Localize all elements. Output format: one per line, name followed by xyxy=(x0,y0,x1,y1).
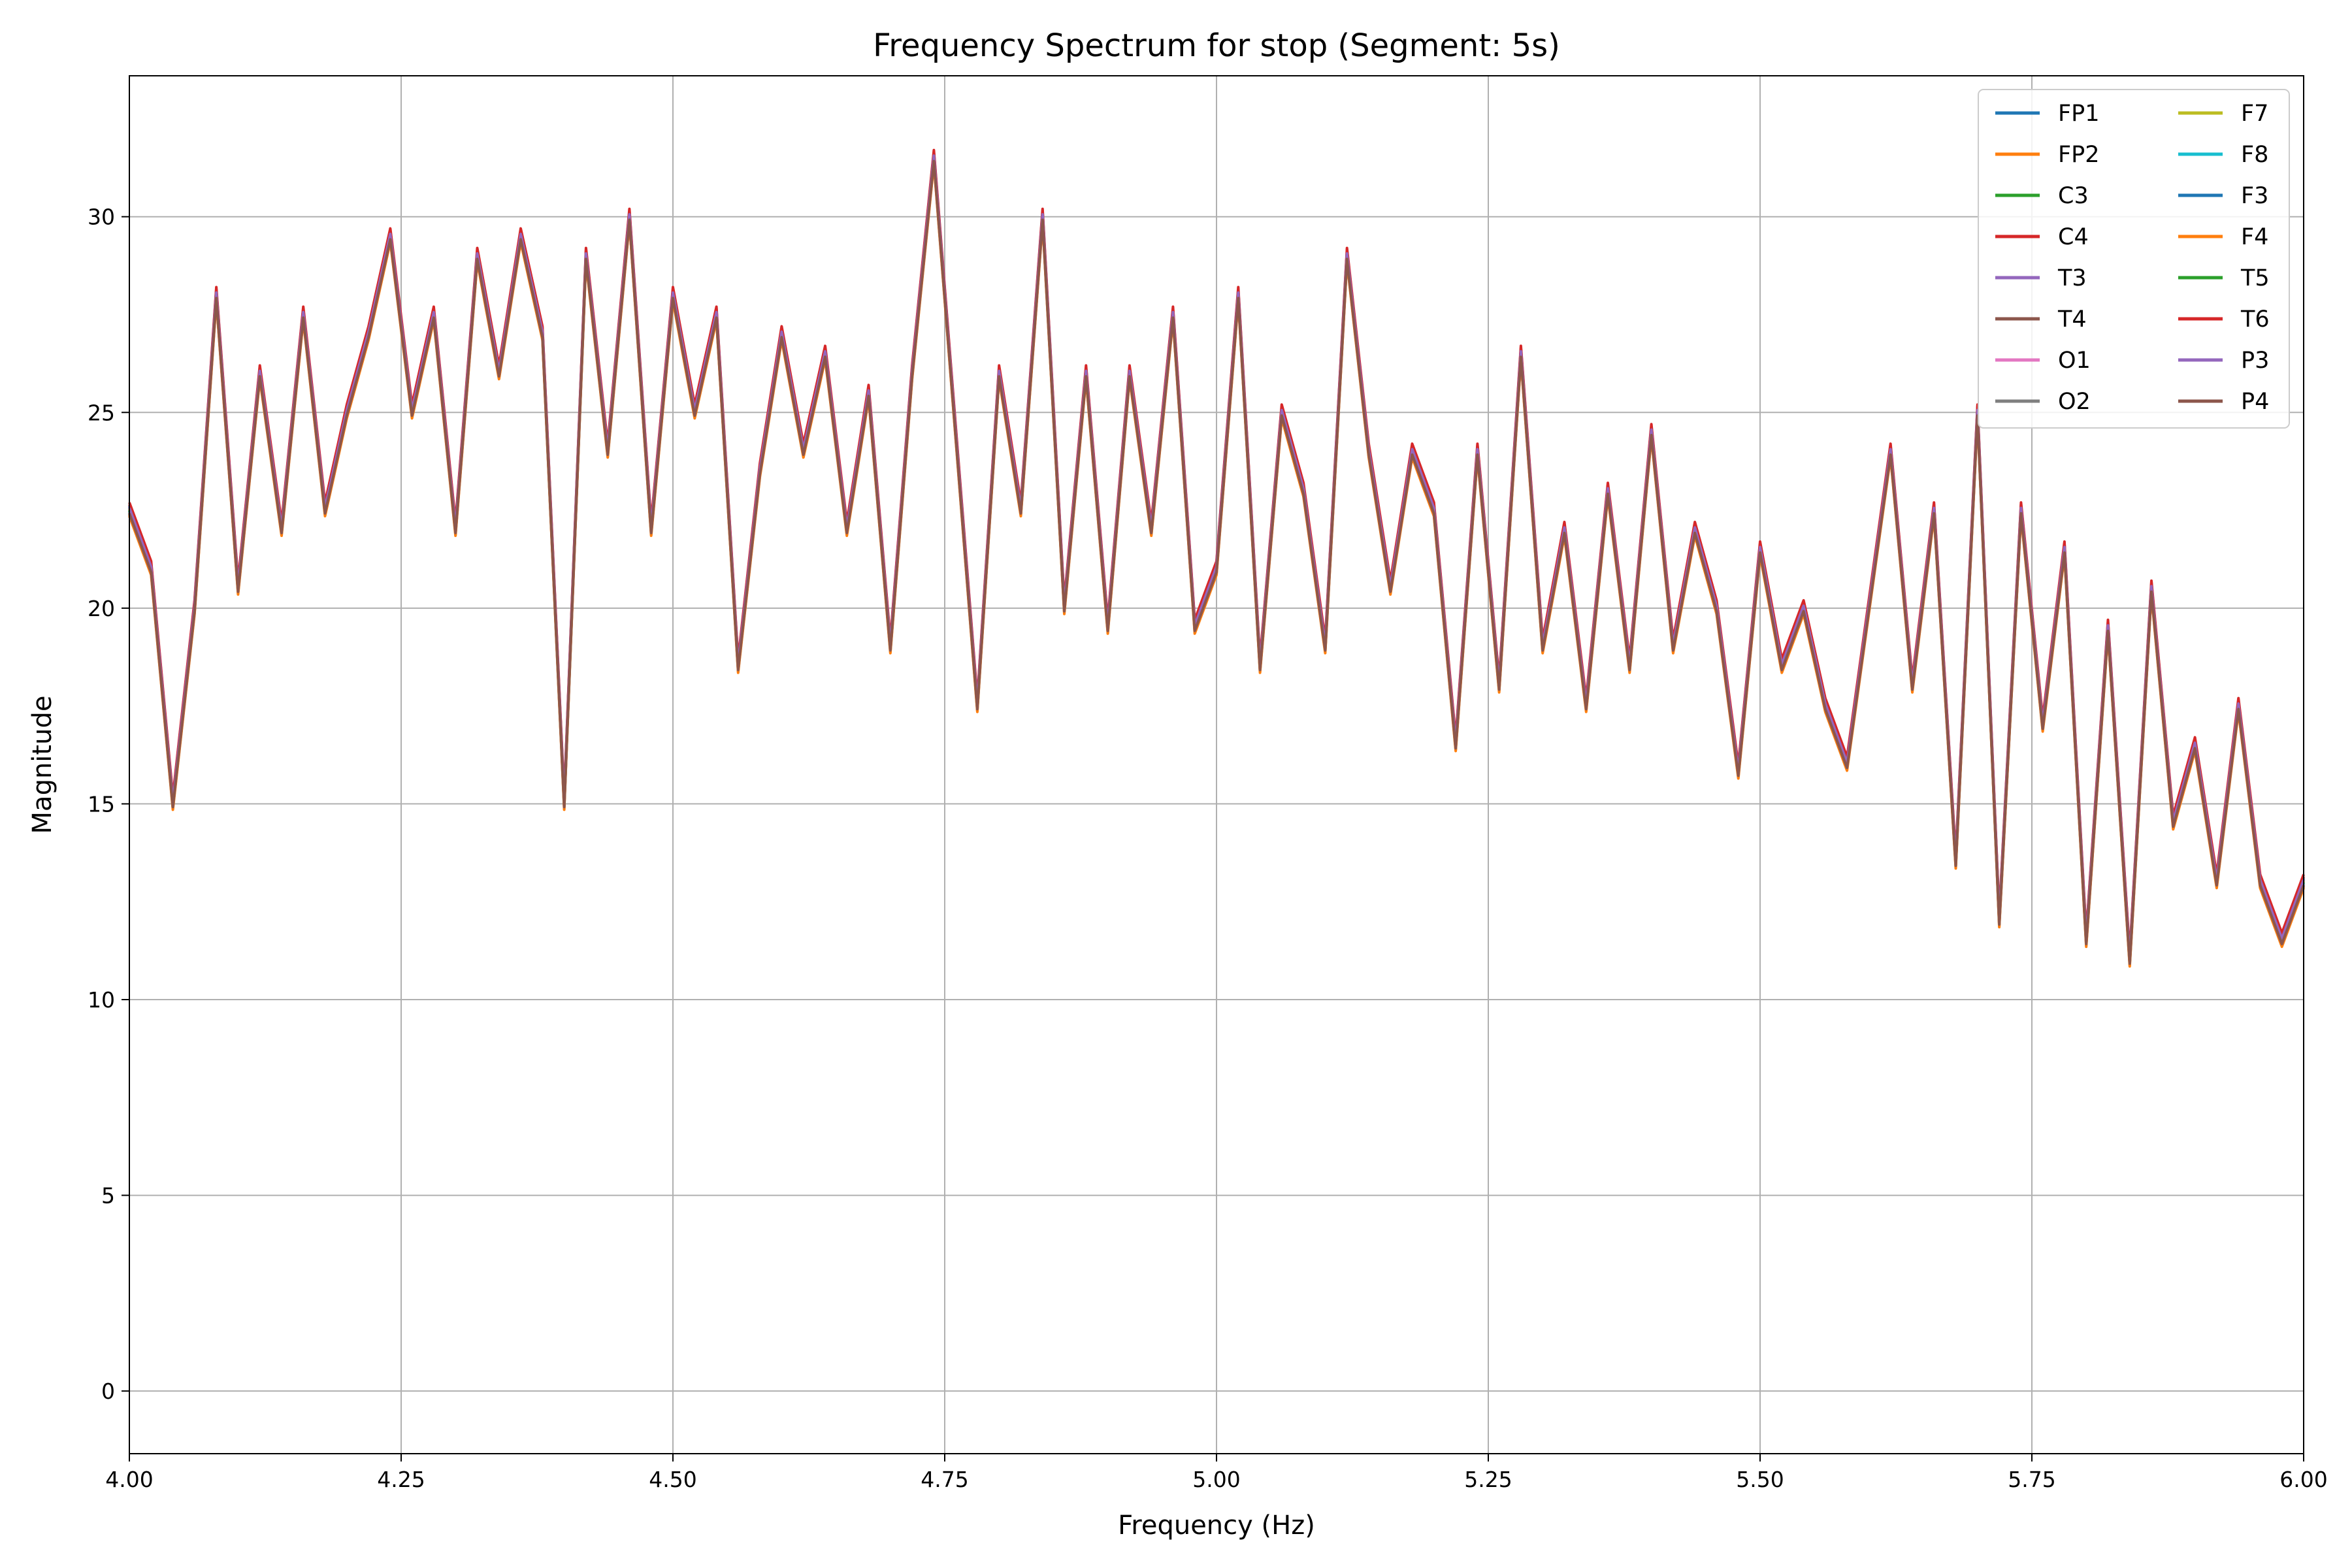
x-tick-label: 4.75 xyxy=(921,1467,968,1492)
series-line-p4 xyxy=(128,159,2305,965)
legend-label: O1 xyxy=(2058,348,2091,374)
y-tick-label: 20 xyxy=(88,596,115,621)
y-tick-label: 0 xyxy=(101,1379,115,1404)
x-axis-label: Frequency (Hz) xyxy=(1118,1511,1315,1541)
x-tick-label: 5.50 xyxy=(1736,1467,1784,1492)
series-lines xyxy=(128,148,2305,968)
x-tick-label: 5.00 xyxy=(1192,1467,1240,1492)
legend-label: C3 xyxy=(2058,183,2089,209)
legend-label: C4 xyxy=(2058,224,2089,250)
x-tick-label: 5.75 xyxy=(2008,1467,2055,1492)
legend-label: T6 xyxy=(2240,306,2270,333)
y-tick-label: 10 xyxy=(88,987,115,1013)
legend-label: F3 xyxy=(2241,183,2268,209)
legend-label: FP2 xyxy=(2058,142,2100,168)
legend-label: T4 xyxy=(2057,306,2087,333)
legend-label: F7 xyxy=(2241,101,2268,127)
legend-label: T3 xyxy=(2057,265,2087,291)
y-tick-label: 25 xyxy=(88,400,115,425)
y-tick-label: 15 xyxy=(88,791,115,817)
legend-label: P4 xyxy=(2241,389,2269,415)
legend: FP1 FP2 C3 C4 T3 T4 O1 O2 F7 F8 F3 F4 T5 T6 P3 P4 xyxy=(1978,89,2290,429)
y-tick-label: 30 xyxy=(88,204,115,230)
y-axis-label: Magnitude xyxy=(27,696,57,834)
legend-label: O2 xyxy=(2058,389,2091,415)
legend-label: F4 xyxy=(2241,224,2268,250)
chart-title: Frequency Spectrum for stop (Segment: 5s… xyxy=(873,27,1560,64)
legend-label: P3 xyxy=(2241,348,2269,374)
legend-label: T5 xyxy=(2240,265,2270,291)
x-tick-label: 4.25 xyxy=(377,1467,425,1492)
x-tick-label: 4.00 xyxy=(105,1467,153,1492)
x-tick-label: 5.25 xyxy=(1464,1467,1512,1492)
x-tick-label: 4.50 xyxy=(649,1467,696,1492)
legend-label: FP1 xyxy=(2058,101,2100,127)
legend-box xyxy=(1978,89,2290,429)
legend-label: F8 xyxy=(2241,142,2268,168)
axis-ticks: 4.00 4.25 4.50 4.75 5.00 5.25 5.50 5.75 6.00 0 5 10… xyxy=(88,204,2328,1492)
y-tick-label: 5 xyxy=(101,1183,115,1209)
x-tick-label: 6.00 xyxy=(2279,1467,2327,1492)
